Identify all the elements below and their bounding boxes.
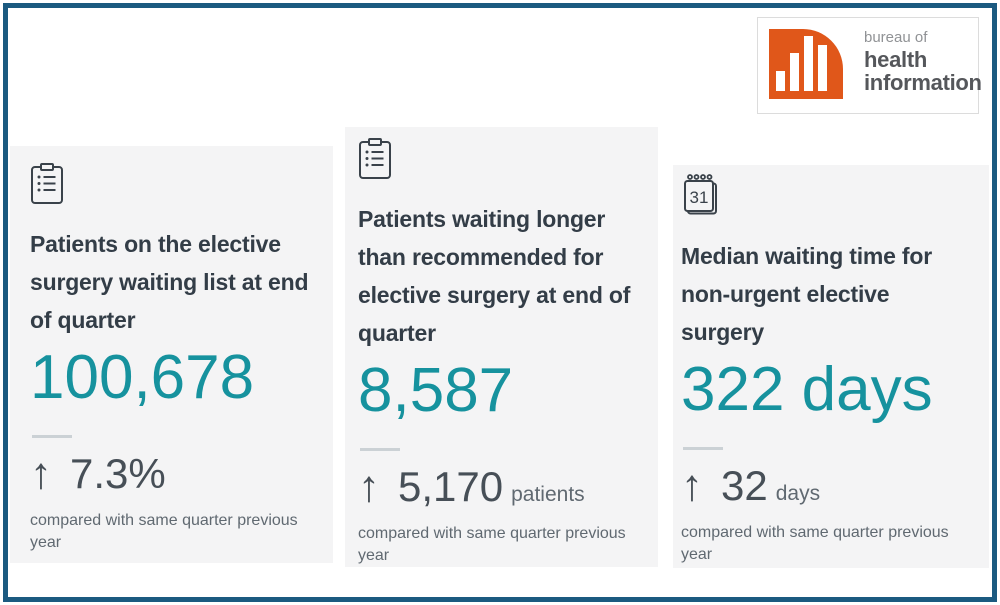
page-frame: bureau of health information <box>3 3 997 602</box>
change-row: ↑ 5,170 patients <box>358 465 653 509</box>
up-arrow-icon: ↑ <box>30 449 52 498</box>
stat-title: Patients on the elective surgery waiting… <box>30 231 309 333</box>
logo-bar-2 <box>790 53 799 91</box>
bar-chart-logo-icon <box>769 29 843 99</box>
up-arrow-icon: ↑ <box>358 462 380 511</box>
stat-card-waiting-list: Patients on the elective surgery waiting… <box>10 146 333 563</box>
comparison-caption: compared with same quarter previous year <box>30 512 298 551</box>
logo-bar-4 <box>818 45 827 91</box>
change-value: 32 <box>721 462 768 509</box>
comparison-caption: compared with same quarter previous year <box>681 524 949 563</box>
change-value: 5,170 <box>398 463 504 510</box>
stat-title: Patients waiting longer than recommended… <box>358 206 631 346</box>
logo-bar-3 <box>804 36 813 91</box>
change-value: 7.3% <box>70 450 166 497</box>
calendar-31-icon: 31 <box>681 173 971 217</box>
change-row: ↑ 7.3% <box>30 452 309 496</box>
logo-bar-1 <box>776 71 785 91</box>
stat-card-waiting-longer: Patients waiting longer than recommended… <box>345 127 658 567</box>
comparison-caption: compared with same quarter previous year <box>358 525 626 564</box>
up-arrow-icon: ↑ <box>681 461 703 510</box>
change-row: ↑ 32 days <box>681 464 971 508</box>
logo-line-health: health <box>864 47 927 72</box>
stat-value: 100,678 <box>30 343 255 412</box>
clipboard-list-icon <box>30 163 309 205</box>
stat-value: 8,587 <box>358 356 514 425</box>
logo-line-information: information <box>864 70 982 95</box>
clipboard-list-icon <box>358 138 653 180</box>
change-unit: days <box>775 482 821 505</box>
stat-value: 322 days <box>681 355 933 424</box>
bhi-logo: bureau of health information <box>757 17 982 114</box>
stat-card-median-wait: 31 Median waiting time for non-urgent el… <box>673 165 989 568</box>
logo-line-bureau-of: bureau of <box>864 29 928 46</box>
divider <box>360 448 400 451</box>
divider <box>32 435 72 438</box>
calendar-day-label: 31 <box>690 188 709 207</box>
stat-title: Median waiting time for non-urgent elect… <box>681 243 932 345</box>
logo-text: bureau of health information <box>864 30 982 94</box>
change-unit: patients <box>511 483 585 506</box>
divider <box>683 447 723 450</box>
